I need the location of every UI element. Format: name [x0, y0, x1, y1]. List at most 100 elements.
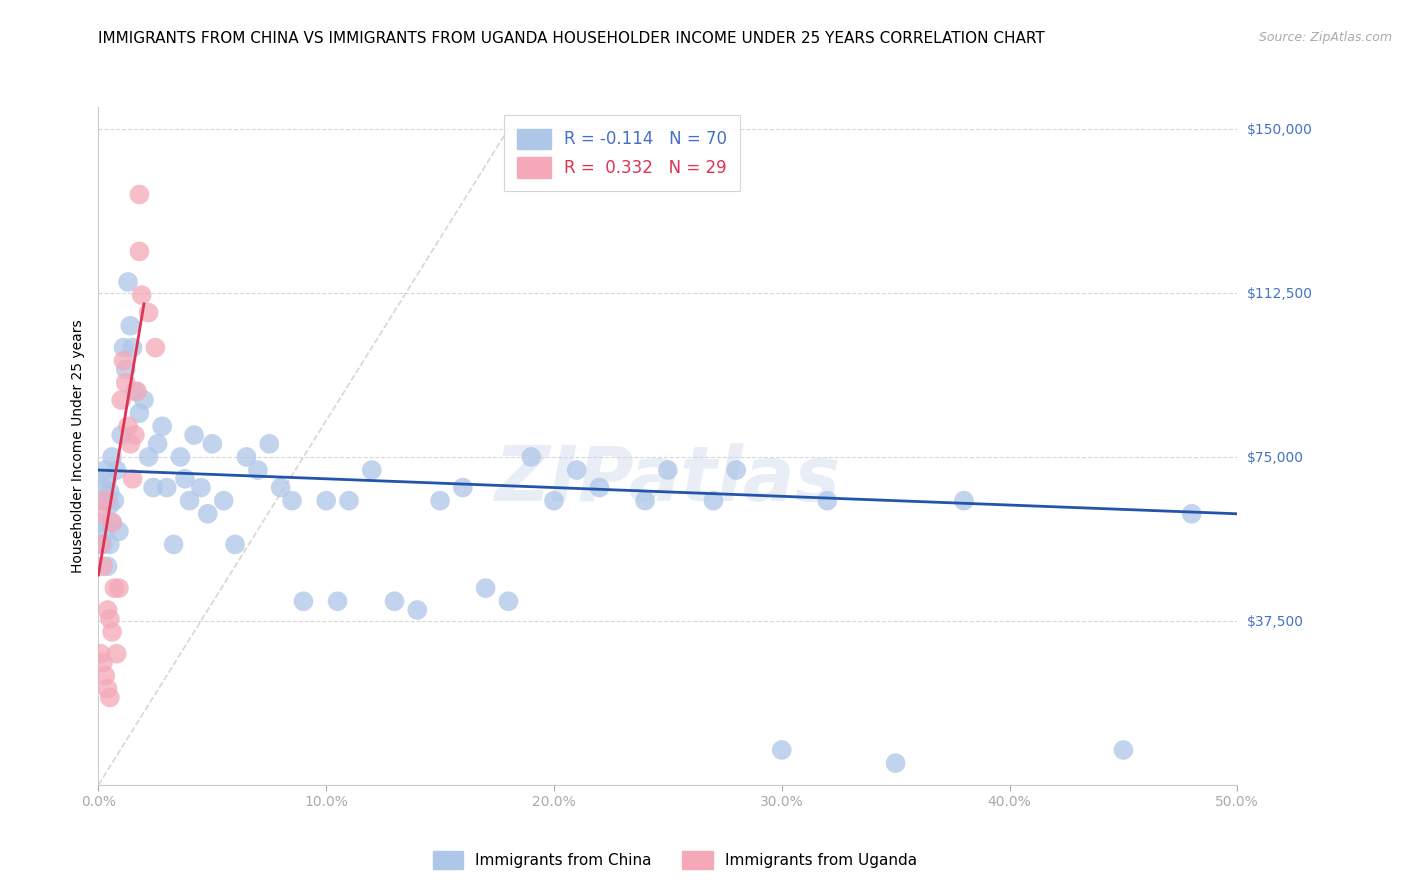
Point: [120, 437, 142, 451]
Point: [120, 318, 142, 333]
Point: [105, 463, 128, 477]
Point: [132, 393, 155, 408]
Point: [128, 187, 150, 202]
Text: IMMIGRANTS FROM CHINA VS IMMIGRANTS FROM UGANDA HOUSEHOLDER INCOME UNDER 25 YEAR: IMMIGRANTS FROM CHINA VS IMMIGRANTS FROM…: [98, 31, 1045, 46]
Point: [474, 581, 496, 595]
Point: [174, 472, 197, 486]
Point: [1181, 507, 1204, 521]
Point: [90, 537, 112, 551]
Point: [169, 450, 191, 464]
Point: [270, 481, 292, 495]
Point: [128, 406, 150, 420]
Point: [145, 341, 167, 355]
Point: [108, 524, 131, 539]
Point: [108, 581, 131, 595]
Point: [543, 493, 565, 508]
Point: [190, 481, 212, 495]
Point: [292, 594, 315, 608]
Point: [98, 612, 121, 626]
Point: [121, 341, 143, 355]
Point: [128, 244, 150, 259]
Point: [281, 493, 304, 508]
Point: [94, 493, 117, 508]
Y-axis label: Householder Income Under 25 years: Householder Income Under 25 years: [70, 319, 84, 573]
Point: [224, 537, 246, 551]
Point: [91, 656, 114, 670]
Point: [94, 524, 117, 539]
Point: [90, 493, 112, 508]
Point: [953, 493, 976, 508]
Point: [90, 516, 112, 530]
Point: [259, 437, 281, 451]
Point: [884, 756, 907, 770]
Point: [197, 507, 219, 521]
Point: [201, 437, 224, 451]
Point: [90, 647, 112, 661]
Point: [406, 603, 429, 617]
Point: [124, 428, 146, 442]
Point: [702, 493, 724, 508]
Point: [142, 481, 165, 495]
Point: [429, 493, 451, 508]
Text: Source: ZipAtlas.com: Source: ZipAtlas.com: [1258, 31, 1392, 45]
Point: [96, 681, 118, 696]
Point: [98, 498, 121, 512]
Point: [103, 581, 125, 595]
Point: [1112, 743, 1135, 757]
Point: [315, 493, 337, 508]
Point: [725, 463, 748, 477]
Point: [127, 384, 149, 399]
Point: [90, 507, 112, 521]
Point: [96, 559, 118, 574]
Point: [246, 463, 269, 477]
Point: [131, 288, 153, 302]
Point: [156, 481, 179, 495]
Point: [146, 437, 169, 451]
Point: [112, 353, 135, 368]
Point: [114, 362, 136, 376]
Point: [588, 481, 610, 495]
Point: [114, 376, 136, 390]
Point: [326, 594, 349, 608]
Point: [183, 428, 205, 442]
Point: [110, 393, 132, 408]
Point: [657, 463, 679, 477]
Point: [98, 690, 121, 705]
Point: [520, 450, 543, 464]
Point: [91, 559, 114, 574]
Legend: R = -0.114   N = 70, R =  0.332   N = 29: R = -0.114 N = 70, R = 0.332 N = 29: [505, 115, 741, 191]
Point: [451, 481, 474, 495]
Point: [103, 493, 125, 508]
Point: [565, 463, 588, 477]
Point: [98, 484, 121, 499]
Point: [162, 537, 184, 551]
Text: ZIPatlas: ZIPatlas: [495, 443, 841, 516]
Point: [94, 668, 117, 682]
Point: [94, 463, 117, 477]
Point: [98, 537, 121, 551]
Point: [105, 647, 128, 661]
Point: [815, 493, 838, 508]
Point: [337, 493, 360, 508]
Point: [384, 594, 406, 608]
Point: [96, 603, 118, 617]
Legend: Immigrants from China, Immigrants from Uganda: Immigrants from China, Immigrants from U…: [426, 845, 924, 875]
Point: [110, 428, 132, 442]
Point: [498, 594, 520, 608]
Point: [117, 419, 139, 434]
Point: [770, 743, 793, 757]
Point: [91, 537, 114, 551]
Point: [360, 463, 382, 477]
Point: [150, 419, 173, 434]
Point: [138, 450, 160, 464]
Point: [634, 493, 657, 508]
Point: [124, 384, 146, 399]
Point: [212, 493, 235, 508]
Point: [112, 341, 135, 355]
Point: [101, 450, 124, 464]
Point: [138, 305, 160, 319]
Point: [101, 516, 124, 530]
Point: [179, 493, 201, 508]
Point: [101, 624, 124, 639]
Point: [235, 450, 257, 464]
